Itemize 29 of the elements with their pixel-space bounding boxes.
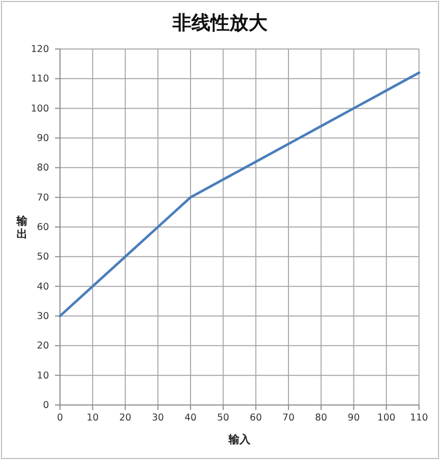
y-tick-label: 50 bbox=[36, 252, 49, 263]
x-axis-title: 输入 bbox=[228, 433, 252, 446]
x-tick-label: 40 bbox=[184, 412, 197, 424]
y-tick-label: 80 bbox=[36, 162, 49, 174]
x-tick-label: 110 bbox=[410, 412, 428, 424]
x-tick-label: 0 bbox=[56, 412, 64, 424]
x-tick-label: 60 bbox=[250, 412, 262, 424]
x-tick-label: 90 bbox=[348, 412, 360, 424]
x-tick-label: 30 bbox=[152, 412, 164, 424]
x-tick-label: 70 bbox=[282, 412, 294, 424]
y-tick-label: 20 bbox=[36, 340, 49, 352]
y-tick-label: 90 bbox=[36, 133, 49, 144]
x-tick-label: 100 bbox=[377, 412, 396, 424]
y-tick-label: 120 bbox=[30, 44, 49, 56]
y-tick-label: 10 bbox=[36, 370, 49, 382]
y-axis-title: 输出 bbox=[16, 214, 28, 240]
chart-title: 非线性放大 bbox=[172, 12, 268, 34]
x-tick-label: 20 bbox=[119, 412, 132, 424]
y-tick-label: 60 bbox=[36, 222, 49, 234]
x-tick-label: 80 bbox=[315, 412, 328, 424]
x-tick-label: 10 bbox=[86, 412, 99, 424]
line-series bbox=[58, 71, 420, 318]
x-tick-label: 50 bbox=[217, 412, 230, 424]
y-tick-label: 40 bbox=[36, 281, 49, 292]
y-tick-label: 0 bbox=[42, 400, 49, 412]
y-tick-label: 110 bbox=[30, 74, 49, 85]
y-tick-label: 70 bbox=[36, 192, 49, 204]
y-tick-label: 100 bbox=[30, 103, 49, 114]
y-tick-label: 30 bbox=[36, 311, 49, 322]
